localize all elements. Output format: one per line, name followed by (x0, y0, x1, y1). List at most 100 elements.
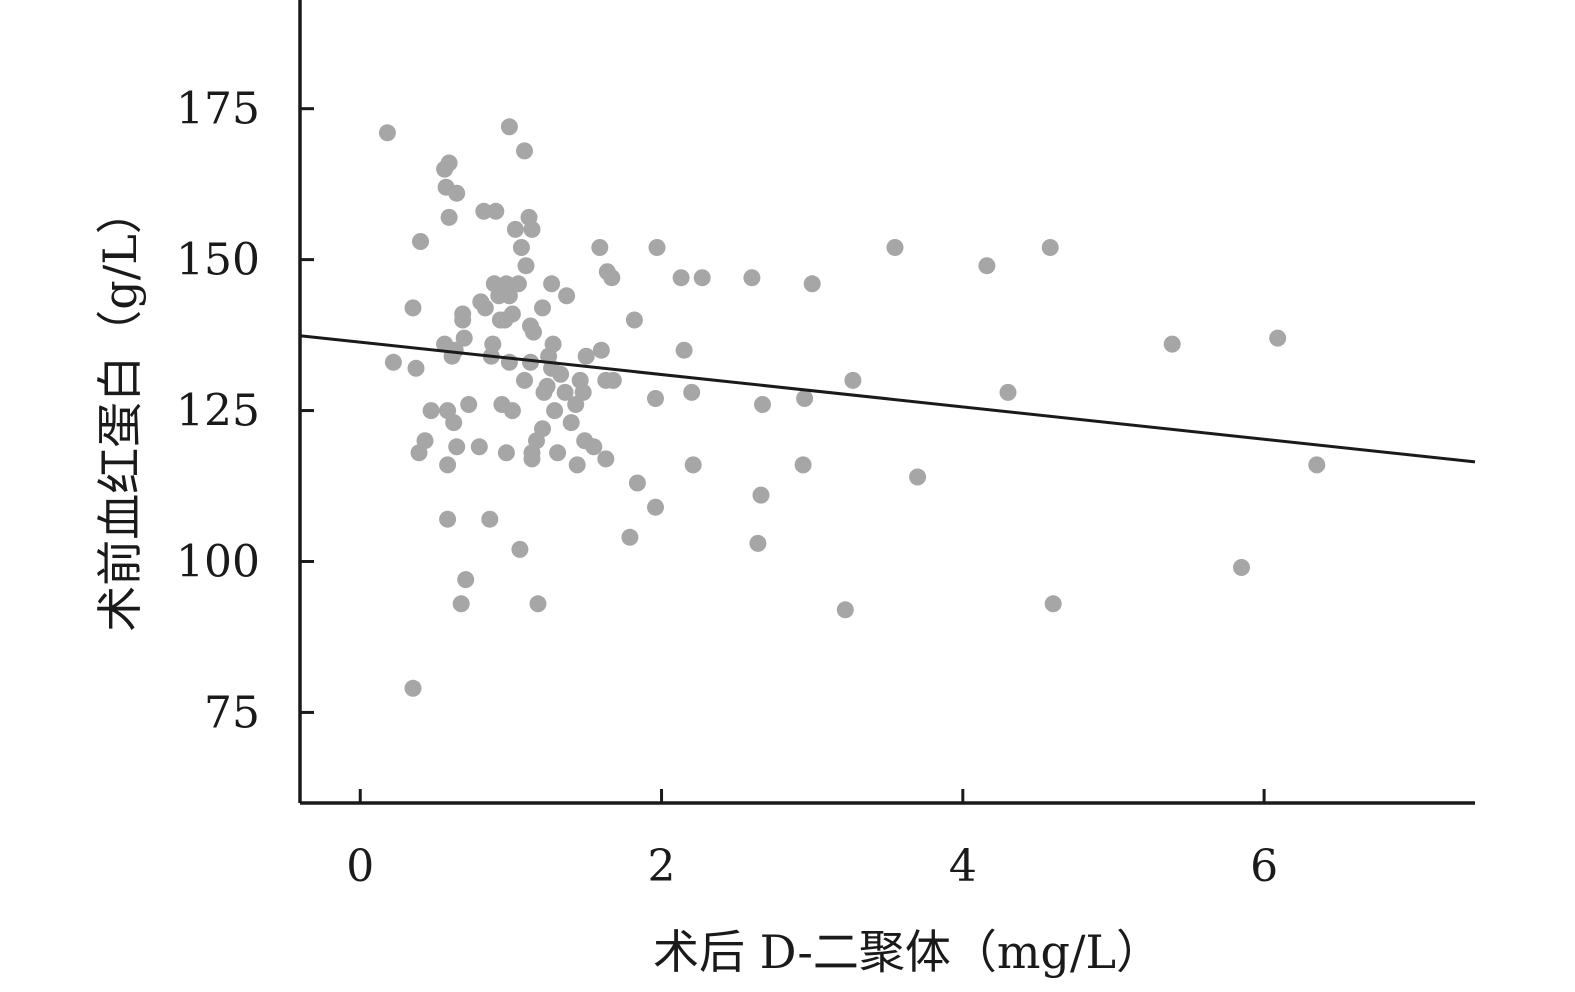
data-point (506, 220, 524, 238)
data-point (999, 383, 1017, 401)
data-point (470, 438, 488, 456)
data-point (378, 124, 396, 142)
data-point (648, 239, 666, 256)
data-point (448, 184, 466, 202)
data-point (523, 450, 541, 468)
data-point (410, 444, 428, 462)
data-point (439, 510, 457, 528)
data-point (909, 468, 927, 486)
trend-line (299, 334, 1476, 464)
data-point (500, 287, 518, 305)
data-point (500, 118, 518, 136)
data-point (752, 486, 770, 504)
data-point (647, 498, 664, 516)
data-point (647, 390, 664, 407)
data-point (568, 456, 586, 474)
data-point (743, 269, 761, 287)
data-point (603, 269, 621, 287)
data-point (978, 257, 996, 275)
data-point (558, 287, 576, 305)
y-tick-label: 125 (176, 386, 260, 437)
data-point (517, 257, 535, 275)
data-point (749, 534, 767, 552)
data-point (523, 220, 541, 238)
data-point (511, 540, 529, 558)
data-point (475, 202, 493, 220)
data-point (585, 438, 603, 456)
data-point (621, 528, 639, 546)
x-axis-title: 术后 D-二聚体（mg/L） (653, 925, 1162, 979)
data-point (1269, 329, 1287, 347)
data-point (404, 679, 422, 697)
y-axis-ticks: 75 100 125 150 175 (176, 84, 314, 738)
data-point (516, 142, 533, 160)
data-point (683, 383, 701, 401)
x-axis-ticks: 0 2 4 6 (346, 789, 1278, 892)
y-tick-label: 100 (176, 536, 260, 587)
y-tick-label: 75 (204, 687, 260, 738)
data-point (591, 239, 609, 256)
data-point (535, 383, 553, 401)
data-point (422, 402, 440, 420)
data-point (440, 154, 458, 172)
data-point (534, 299, 551, 317)
data-point (754, 396, 771, 413)
data-point (556, 383, 574, 401)
data-point (675, 341, 693, 359)
data-point (1044, 595, 1062, 613)
data-point (684, 456, 702, 474)
data-point (844, 371, 862, 389)
data-point (628, 474, 646, 492)
data-point (412, 233, 429, 250)
data-point (509, 275, 527, 293)
data-point (625, 311, 643, 329)
data-point (452, 595, 470, 613)
data-point (454, 311, 472, 329)
data-point (577, 347, 595, 365)
data-point (503, 402, 521, 420)
data-point (546, 402, 564, 420)
data-point (836, 601, 854, 619)
y-tick-label: 150 (176, 235, 260, 286)
axes (298, 0, 1475, 805)
data-point (496, 311, 514, 329)
data-point (404, 299, 422, 317)
data-point (512, 239, 530, 256)
data-point (1163, 335, 1181, 353)
y-tick-label: 175 (176, 84, 260, 135)
data-point (549, 444, 567, 462)
data-point (794, 456, 812, 474)
data-point (886, 239, 904, 256)
data-point (487, 202, 505, 220)
data-point (562, 414, 580, 432)
y-axis-title: 术前血红蛋白（g/L） (93, 188, 147, 632)
data-point (803, 275, 821, 293)
data-point (516, 371, 533, 389)
data-point (567, 396, 585, 413)
data-point (543, 275, 561, 293)
data-points (378, 118, 1326, 697)
data-point (1041, 239, 1059, 256)
data-point (457, 571, 475, 589)
data-point (604, 371, 622, 389)
data-point (445, 414, 463, 432)
x-tick-label: 0 (346, 841, 374, 892)
data-point (796, 390, 814, 407)
data-point (497, 444, 515, 462)
data-point (552, 365, 570, 383)
x-tick-label: 6 (1250, 841, 1278, 892)
data-point (1233, 559, 1250, 576)
data-point (525, 323, 542, 341)
x-tick-label: 4 (949, 841, 977, 892)
data-point (407, 359, 425, 377)
x-tick-label: 2 (648, 841, 676, 892)
data-point (439, 456, 457, 474)
data-point (481, 510, 499, 528)
data-point (460, 396, 478, 413)
data-point (384, 353, 402, 371)
data-point (448, 438, 466, 456)
data-point (1308, 456, 1326, 474)
data-point (597, 450, 615, 468)
data-point (522, 353, 539, 371)
